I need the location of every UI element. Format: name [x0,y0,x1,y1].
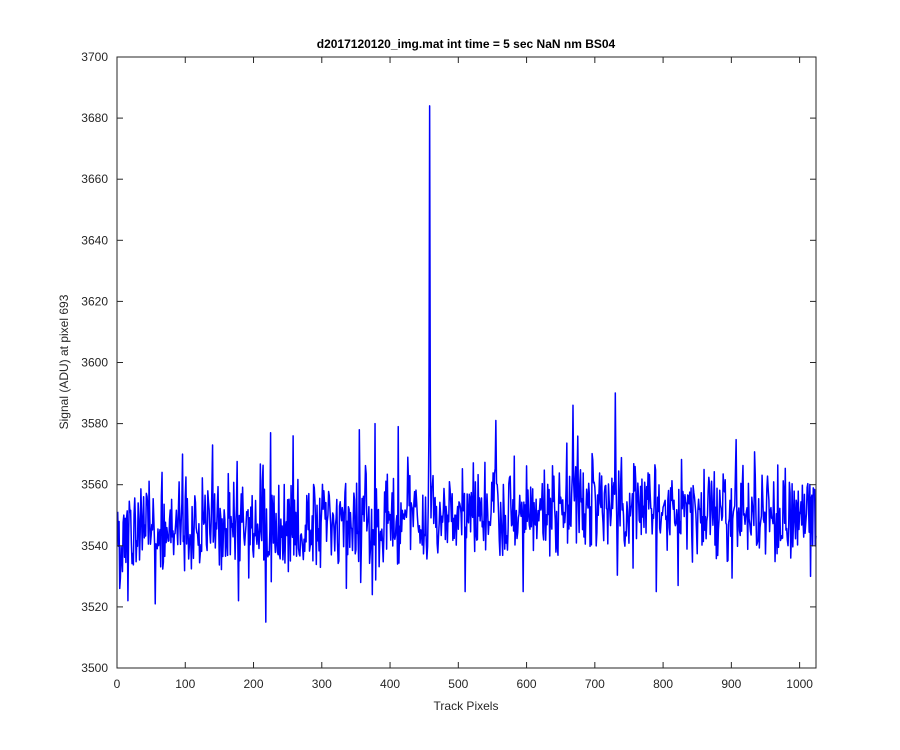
y-tick-label: 3680 [81,111,108,125]
y-tick-label: 3700 [81,50,108,64]
x-tick-label: 200 [244,677,264,691]
x-tick-label: 400 [380,677,400,691]
y-tick-label: 3640 [81,233,108,247]
y-tick-label: 3540 [81,539,108,553]
y-axis: 3500 3520 3540 3560 3580 3600 3620 3640 3660 3680… [81,50,816,675]
y-tick-label: 3520 [81,600,108,614]
x-tick-label: 700 [585,677,605,691]
y-tick-label: 3580 [81,417,108,431]
x-tick-label: 500 [448,677,468,691]
y-tick-label: 3560 [81,478,108,492]
chart-title: d2017120120_img.mat int time = 5 sec NaN… [317,37,616,51]
x-tick-label: 300 [312,677,332,691]
y-tick-label: 3660 [81,172,108,186]
y-tick-label: 3620 [81,294,108,308]
x-tick-label: 600 [517,677,537,691]
y-tick-label: 3500 [81,661,108,675]
plot-area [117,57,816,668]
x-axis-label: Track Pixels [434,699,499,713]
y-tick-label: 3600 [81,356,108,370]
x-tick-label: 1000 [786,677,813,691]
x-tick-label: 900 [721,677,741,691]
y-axis-label: Signal (ADU) at pixel 693 [57,294,71,429]
data-layer [116,105,817,623]
signal-line [116,105,817,623]
x-tick-label: 0 [114,677,121,691]
x-axis: 0 100 200 300 400 500 600 700 800 900 1000 [114,57,813,691]
x-tick-label: 800 [653,677,673,691]
x-tick-label: 100 [175,677,195,691]
